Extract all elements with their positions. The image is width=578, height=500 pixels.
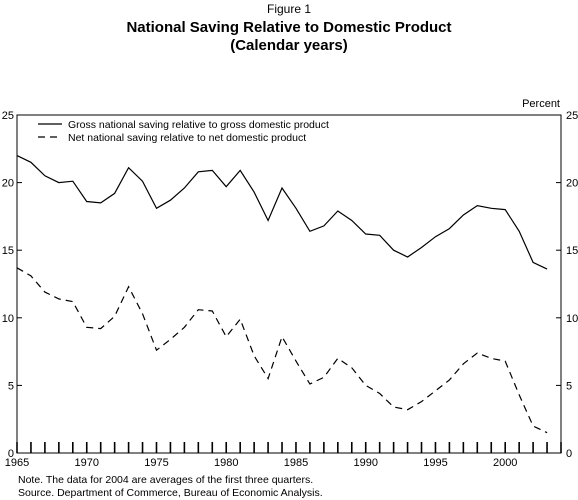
legend-label-1: Gross national saving relative to gross … xyxy=(68,119,329,131)
plot-border xyxy=(16,114,562,454)
left-y-tick-label: 5 xyxy=(8,380,14,392)
chart-title: National Saving Relative to Domestic Pro… xyxy=(0,19,578,55)
note-text: Note. The data for 2004 are averages of … xyxy=(18,474,314,486)
x-tick-label: 1980 xyxy=(214,457,238,469)
left-y-tick-label: 10 xyxy=(2,313,14,325)
left-y-axis: 0 5 10 15 20 25 xyxy=(2,110,22,460)
x-tick-label: 1975 xyxy=(144,457,168,469)
footnote: Note. The data for 2004 are averages of … xyxy=(18,474,323,500)
x-tick-label: 1990 xyxy=(353,457,377,469)
x-tick-label: 1970 xyxy=(75,457,99,469)
legend-label-2: Net national saving relative to net dome… xyxy=(68,132,306,144)
series-lines xyxy=(16,155,548,434)
right-axis-label: Percent xyxy=(522,98,560,110)
plot-frame xyxy=(16,114,562,454)
x-tick-label: 1995 xyxy=(423,457,447,469)
right-y-tick-label: 25 xyxy=(566,110,578,122)
right-y-tick-label: 0 xyxy=(566,448,572,460)
left-y-tick-label: 15 xyxy=(2,245,14,257)
left-y-tick-label: 0 xyxy=(8,448,14,460)
x-tick-label: 1965 xyxy=(5,457,29,469)
right-y-tick-label: 15 xyxy=(566,245,578,257)
legend: Gross national saving relative to gross … xyxy=(38,119,329,144)
right-y-tick-label: 10 xyxy=(566,313,578,325)
left-y-tick-label: 20 xyxy=(2,178,14,190)
right-y-tick-label: 20 xyxy=(566,178,578,190)
x-tick-label: 1985 xyxy=(284,457,308,469)
right-y-tick-label: 5 xyxy=(566,380,572,392)
chart-title-line1: National Saving Relative to Domestic Pro… xyxy=(126,19,452,36)
series-line-2 xyxy=(16,267,548,434)
left-y-tick-label: 25 xyxy=(2,110,14,122)
x-tick-label: 2000 xyxy=(493,457,517,469)
right-y-axis: 0 5 10 15 20 25 xyxy=(556,110,578,460)
x-axis: 1965 1970 1975 1980 1985 1990 1995 2000 xyxy=(5,442,562,469)
chart-title-line2: (Calendar years) xyxy=(230,37,348,54)
source-text: Source. Department of Commerce, Bureau o… xyxy=(18,487,323,499)
series-line-1 xyxy=(16,155,548,270)
figure-label: Figure 1 xyxy=(266,2,312,16)
